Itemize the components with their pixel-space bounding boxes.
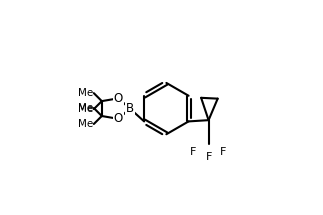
Text: Me: Me [78, 103, 93, 113]
Text: O: O [114, 92, 123, 105]
Text: F: F [219, 147, 226, 157]
Text: O: O [114, 112, 123, 125]
Text: F: F [190, 147, 196, 157]
Text: Me: Me [78, 104, 93, 114]
Text: F: F [205, 152, 212, 162]
Text: Me: Me [78, 88, 93, 98]
Text: Me: Me [78, 119, 93, 129]
Text: B: B [126, 102, 134, 115]
